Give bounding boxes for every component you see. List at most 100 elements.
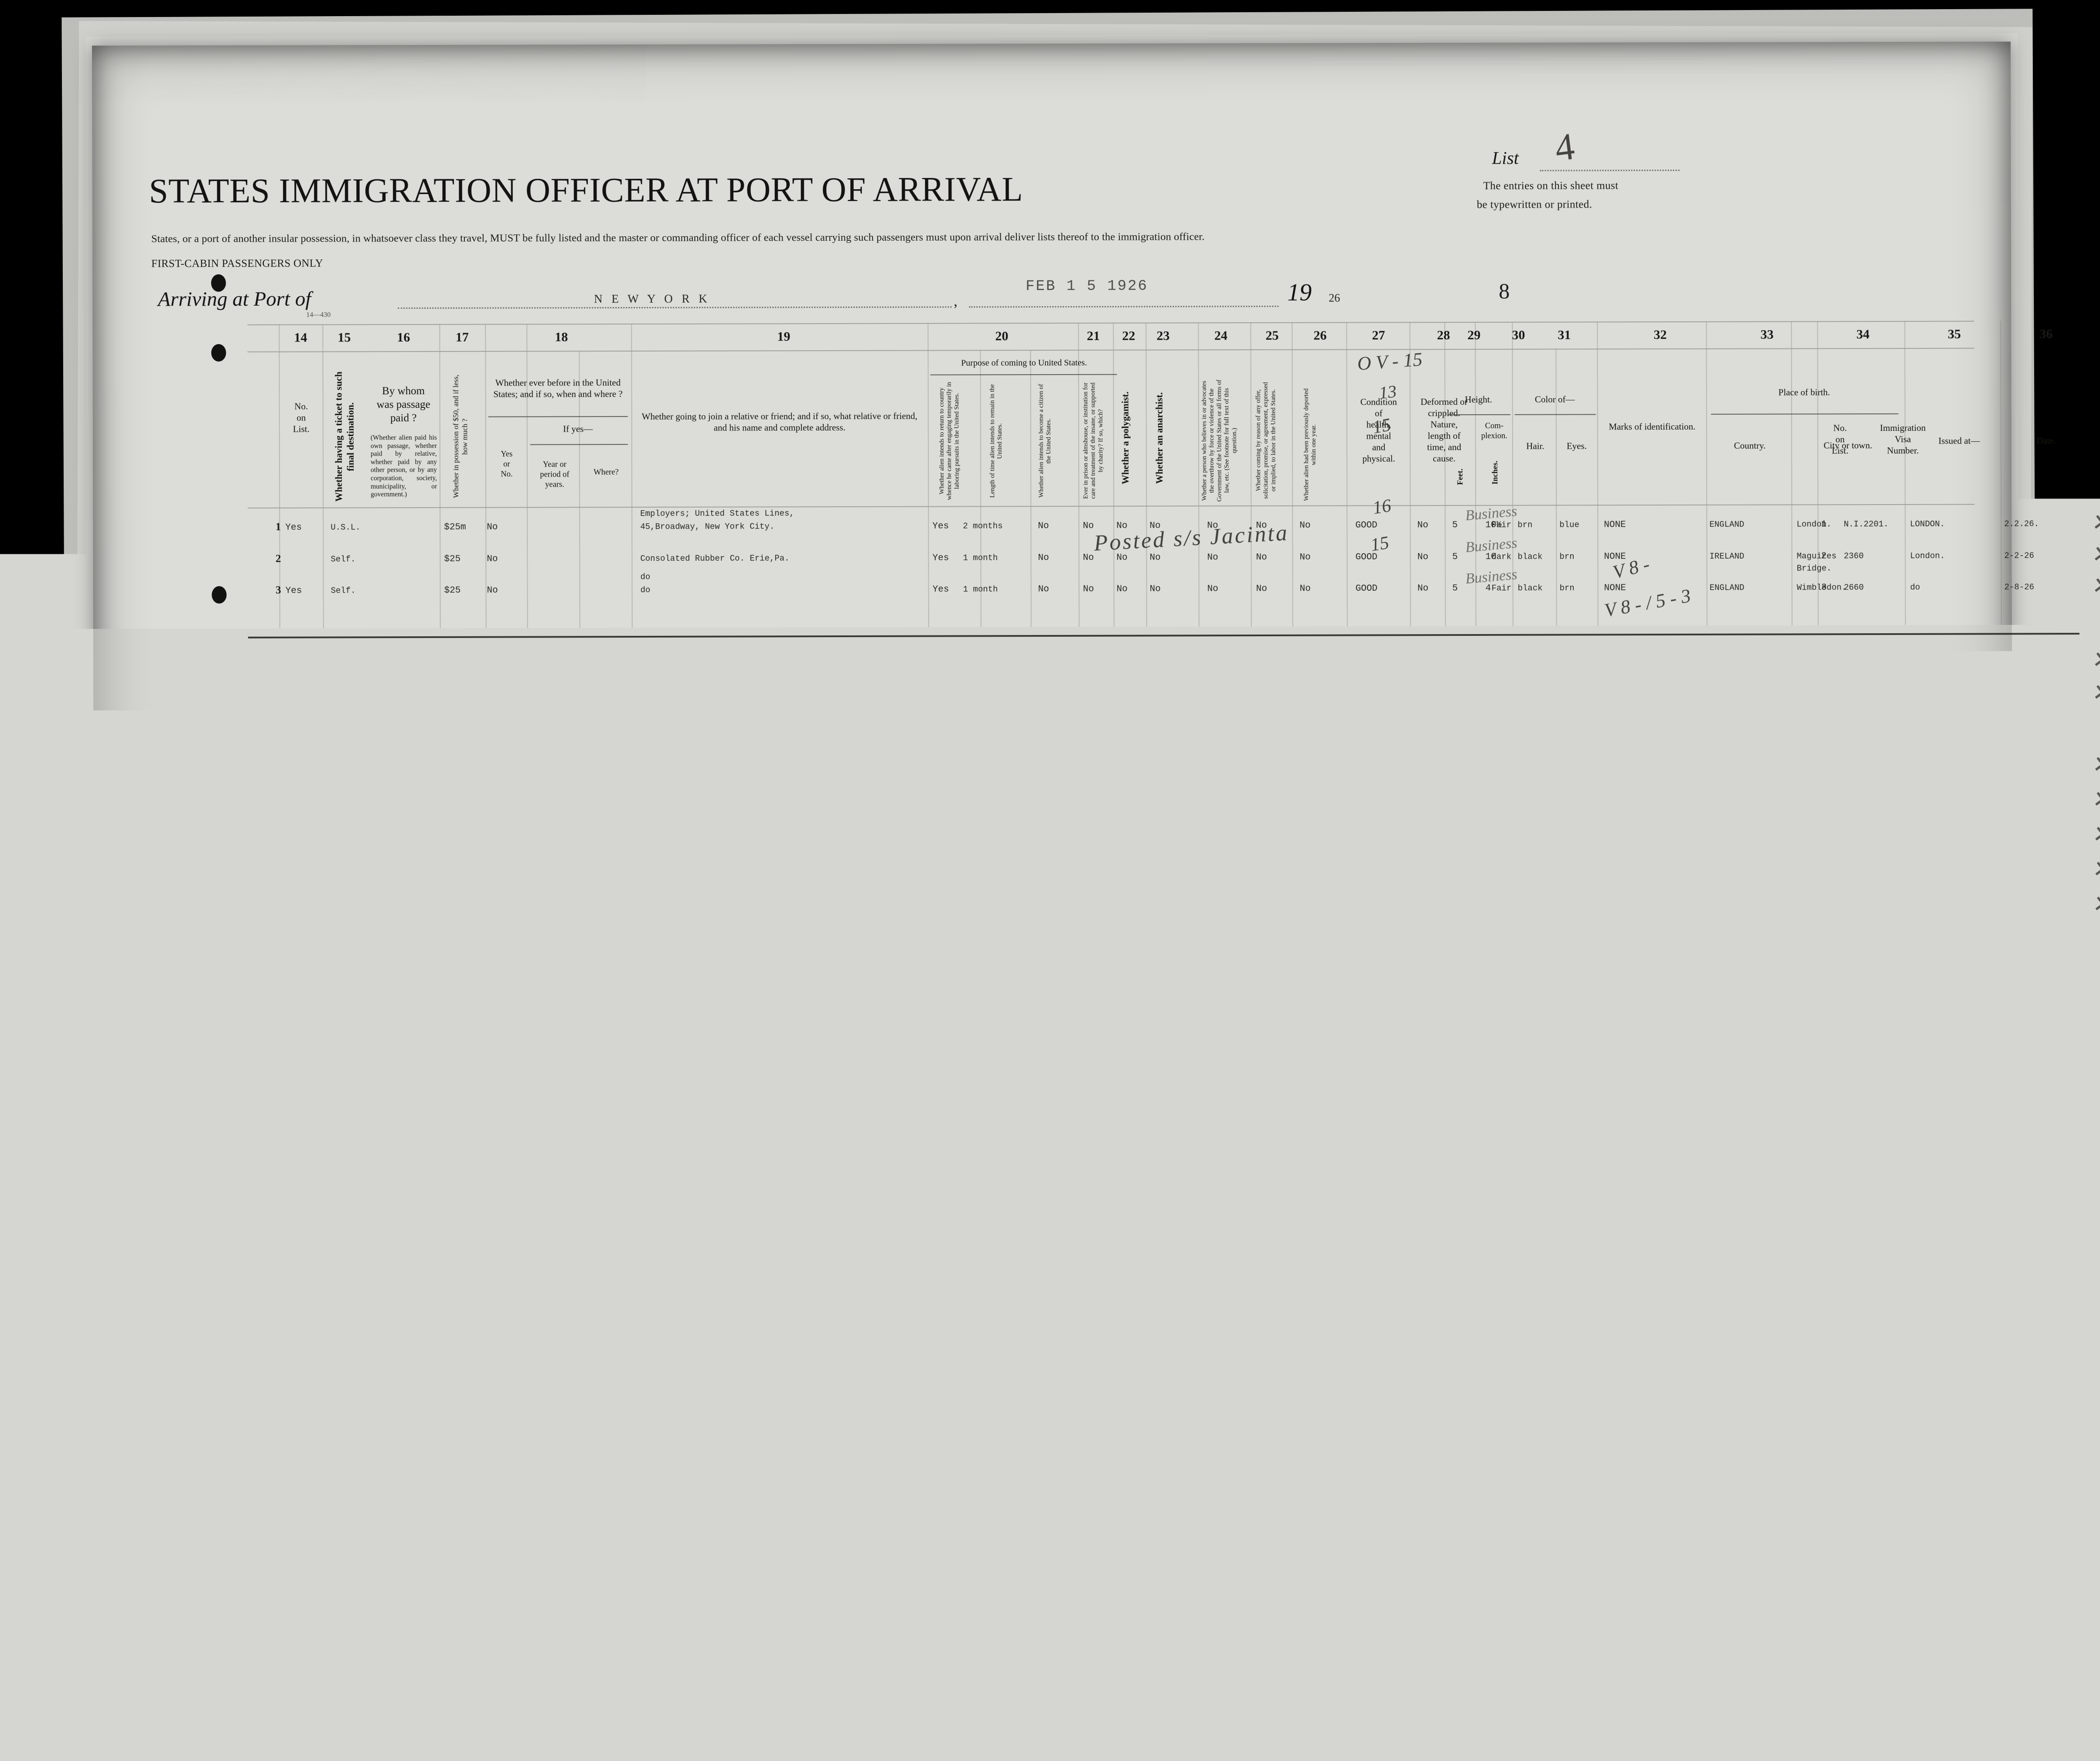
empty-row-number-right: 26 [1823, 1394, 1848, 1406]
punch-hole [213, 1190, 228, 1208]
footnote-form-number: 14—430 [1299, 1648, 1325, 1657]
empty-row-number-right: 15 [1822, 1010, 1848, 1022]
empty-row-number-right: 19 [1822, 1150, 1848, 1162]
empty-row-number-right: 23 [1823, 1289, 1848, 1301]
header-col23-anarchist: Whether an anarchist. [1154, 379, 1166, 497]
punch-hole [214, 1410, 228, 1428]
page-title: STATES IMMIGRATION OFFICER AT PORT OF AR… [149, 170, 1023, 211]
empty-row-number-right: 22 [1823, 1254, 1848, 1266]
header-col18-title: Whether ever before in the United States… [487, 377, 630, 400]
empty-row-number-left: 22 [257, 1258, 283, 1270]
row-number: 12 [256, 903, 282, 915]
cancellation-x-mark: ✕ [2091, 785, 2100, 815]
header-col30-complexion: Com- plexion. [1476, 421, 1512, 441]
punch-hole [214, 1493, 228, 1511]
empty-row-number-right: 16 [1822, 1045, 1848, 1057]
scanned-document-page: STATES IMMIGRATION OFFICER AT PORT OF AR… [0, 0, 2100, 1761]
row-number: 9 [256, 798, 282, 810]
arriving-at-port-label: Arriving at Port of [158, 287, 311, 311]
manifest-sheet: STATES IMMIGRATION OFFICER AT PORT OF AR… [92, 41, 2014, 1720]
empty-row-number-left: 28 [258, 1467, 283, 1479]
punch-hole [212, 586, 227, 604]
column-number-20: 20 [954, 329, 1050, 344]
header-col16-subtext: (Whether alien paid his own passage, whe… [371, 434, 437, 499]
column-number-24: 24 [1189, 328, 1252, 343]
year-prefix: 19 [1287, 279, 1312, 307]
sheet-number: 8 [1499, 278, 1510, 304]
column-number-35: 35 [1909, 327, 1999, 341]
column-number-25: 25 [1250, 328, 1294, 343]
header-col19-relative: Whether going to join a relative or frie… [636, 410, 924, 433]
column-number-19: 19 [692, 329, 875, 345]
empty-row-number-left: 18 [257, 1118, 282, 1130]
header-col31-color: Color of— [1513, 393, 1597, 405]
cancellation-x-mark: ✕ [2091, 750, 2100, 780]
date-dotted-rule [969, 305, 1278, 307]
empty-row-number-left: 15 [257, 1014, 282, 1026]
handwritten-annotation-13: 13 [1378, 381, 1398, 403]
header-col35-issued-at: Issued at— [1918, 435, 2001, 446]
empty-row-number-right: 27 [1823, 1429, 1848, 1441]
empty-row-number-left: 14 [256, 979, 282, 991]
header-col29-inches: Inches. [1490, 445, 1500, 501]
handwritten-annotation-15a: 15 [1371, 414, 1393, 438]
row-number: 5 [256, 659, 281, 671]
header-col34-no-on-list: No. on List. [1819, 422, 1861, 456]
empty-row-number-left: 21 [257, 1223, 283, 1235]
handwritten-occupation-note: Business [1465, 745, 1518, 766]
header-col20b: Length of time alien intends to remain i… [989, 379, 1029, 502]
column-number-17: 17 [439, 330, 485, 345]
header-col32-marks: Marks of identification. [1599, 421, 1706, 433]
header-col15-ticket: Whether having a ticket to such final de… [333, 371, 357, 502]
header-col20-group: Purpose of coming to United States. [930, 358, 1118, 369]
header-col14-no-on-list: No. on List. [281, 401, 322, 435]
column-number-29: 29 [1445, 328, 1502, 343]
column-number-14: 14 [279, 331, 322, 345]
row-number: 3 [256, 584, 281, 597]
header-col25-offer: Whether coming by reason of any offer, s… [1255, 379, 1291, 502]
empty-row-number-left: 23 [257, 1293, 283, 1305]
column-number-32: 32 [1612, 328, 1708, 342]
empty-row-number-left: 20 [257, 1188, 282, 1200]
header-col24-overthrow: Whether a person who believes in or advo… [1201, 379, 1250, 502]
column-number-34: 34 [1821, 327, 1904, 342]
empty-row-number-left: 13 [256, 944, 282, 956]
cancellation-x-mark: ✕ [2091, 855, 2100, 885]
typewritten-note-line2: be typewritten or printed. [1477, 198, 1592, 211]
column-number-22: 22 [1111, 329, 1146, 344]
cancellation-x-mark: ✕ [2091, 890, 2100, 920]
header-col18-yesno: Yes or No. [488, 450, 525, 480]
cancellation-x-mark: ✕ [2090, 540, 2100, 570]
empty-row-number-right: 20 [1822, 1184, 1848, 1197]
punch-hole [213, 1109, 228, 1127]
cancellation-x-mark: ✕ [2090, 571, 2100, 601]
manifest-table: 14 15 16 17 18 19 20 21 22 23 24 25 26 2… [247, 321, 1974, 324]
header-col18-year: Year or period of years. [531, 460, 578, 490]
empty-row-number-left: 19 [257, 1153, 282, 1165]
header-col36-date: Date. [2005, 435, 2088, 446]
column-number-15: 15 [322, 330, 366, 345]
column-number-33: 33 [1721, 327, 1813, 342]
column-number-31: 31 [1529, 328, 1599, 342]
column-number-36: 36 [2002, 327, 2090, 341]
header-col17-possession: Whether in possession of $50, and if les… [452, 368, 470, 505]
form-number-header: 14—430 [306, 311, 331, 319]
row-number: 11 [256, 868, 282, 880]
port-value: N E W Y O R K [594, 292, 710, 306]
header-col16-title: By whom was passage paid ? [370, 384, 437, 425]
year-suffix: 26 [1329, 292, 1340, 305]
column-number-26: 26 [1294, 328, 1346, 343]
header-col33-country: Country. [1709, 440, 1790, 451]
column-number-27: 27 [1346, 328, 1411, 343]
empty-row-number-left: 17 [257, 1083, 282, 1096]
header-col33-place-of-birth: Place of birth. [1708, 386, 1900, 398]
cancellation-x-mark: ✕ [2091, 645, 2100, 676]
empty-row-number-left: 26 [257, 1397, 283, 1409]
header-instruction-line: States, or a port of another insular pos… [151, 231, 1205, 245]
row-number: 10 [256, 833, 282, 845]
header-col31-hair: Hair. [1515, 440, 1556, 452]
header-col18-where: Where? [583, 468, 630, 478]
typewritten-note-line1: The entries on this sheet must [1483, 180, 1619, 192]
empty-row-number-right: 18 [1822, 1115, 1848, 1127]
row-number: 6 [256, 691, 281, 703]
